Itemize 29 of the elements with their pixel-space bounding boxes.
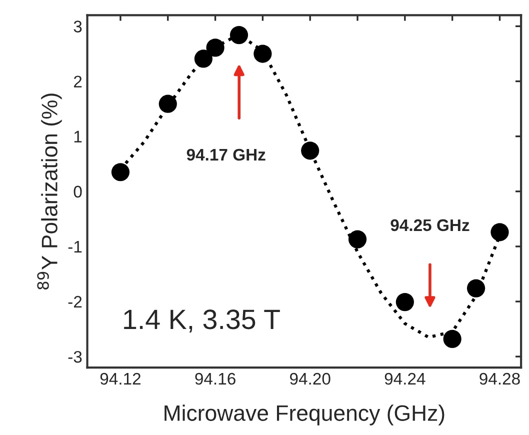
point: [206, 38, 224, 57]
y-tick-label: 0: [74, 186, 82, 198]
x-tick-label: 94.20: [290, 372, 330, 385]
annotation: 1.4 K, 3.35 T: [124, 310, 280, 333]
point: [490, 223, 509, 242]
y-tick-label: 1: [74, 130, 82, 142]
point: [301, 142, 320, 160]
point: [254, 44, 272, 63]
point: [443, 330, 462, 348]
x-tick-label: 94.16: [195, 372, 236, 385]
x-tick-label: 94.28: [480, 372, 520, 385]
point: [396, 293, 414, 312]
y-tick-label: -3: [68, 350, 82, 363]
y-tick-label: -1: [68, 241, 82, 252]
x-axis-title: Microwave Frequency (GHz): [164, 404, 444, 426]
point: [194, 50, 212, 68]
y-tick-label: -2: [68, 296, 82, 308]
point: [158, 94, 177, 113]
point: [111, 163, 130, 182]
point: [230, 26, 248, 44]
point: [348, 230, 367, 248]
annotation: 94.17 GHz: [186, 148, 266, 161]
y-tick-label: 3: [74, 20, 82, 32]
point: [466, 279, 486, 298]
y-axis-title: $^{89}$Y Polarization (%): [37, 94, 62, 290]
x-tick-label: 94.24: [384, 372, 426, 385]
x-tick-label: 94.12: [100, 372, 140, 385]
annotation: 94.25 GHz: [390, 219, 470, 232]
y-tick-label: 2: [74, 76, 82, 88]
